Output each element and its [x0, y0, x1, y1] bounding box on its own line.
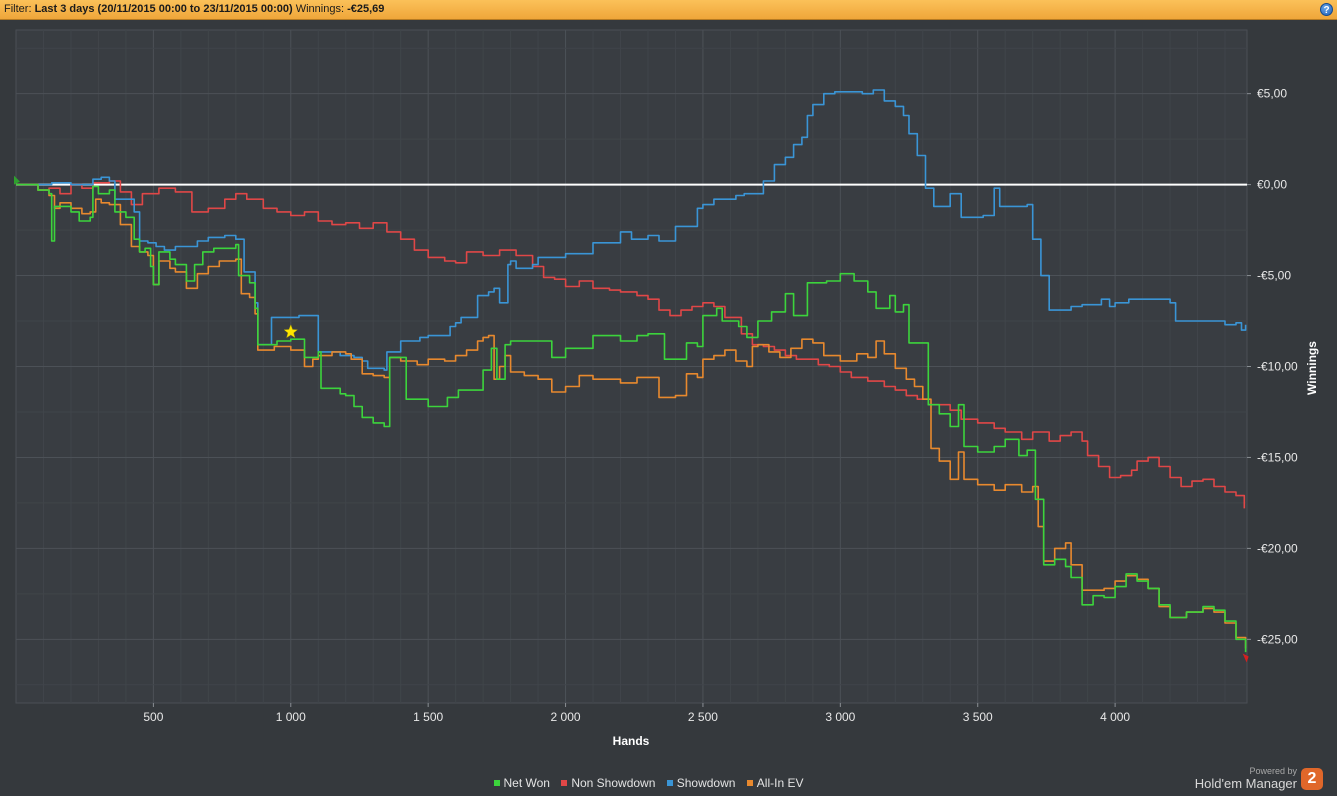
- legend-swatch-all-in-ev: [746, 779, 753, 786]
- legend-item-all-in-ev[interactable]: All-In EV: [746, 776, 804, 790]
- hm2-logo-icon: 2: [1301, 768, 1323, 790]
- chart-markers: [14, 175, 1249, 663]
- x-tick-label: 2 000: [551, 710, 581, 724]
- series-line-showdown: [16, 89, 1247, 371]
- y-tick-label: -€15,00: [1257, 450, 1298, 464]
- y-tick-label: -€10,00: [1257, 360, 1298, 374]
- winnings-graph: 500 1 000 1 500 2 000 2 500 3 000 3 500 4 000 €…: [14, 29, 1319, 748]
- legend-swatch-net-won: [493, 779, 500, 786]
- x-tick-label: 2 500: [688, 710, 718, 724]
- x-tick-label: 1 500: [413, 710, 443, 724]
- x-tick-label: 1 000: [276, 710, 306, 724]
- filter-label: Filter:: [4, 3, 32, 15]
- legend-swatch-showdown: [666, 779, 673, 786]
- x-tick-label: 500: [143, 710, 163, 724]
- y-axis-title: Winnings: [1305, 341, 1319, 395]
- x-tick-label: 3 000: [825, 710, 855, 724]
- x-tick-label: 4 000: [1100, 710, 1130, 724]
- legend-label-non-showdown: Non Showdown: [571, 776, 656, 790]
- series-line-non-showdown: [16, 180, 1246, 509]
- legend-item-net-won[interactable]: Net Won: [493, 776, 550, 790]
- winnings-label: Winnings:: [295, 3, 344, 15]
- x-axis-ticks: 500 1 000 1 500 2 000 2 500 3 000 3 500 4 000: [143, 703, 1130, 724]
- legend-label-all-in-ev: All-In EV: [756, 776, 804, 790]
- x-tick-label: 3 500: [963, 710, 993, 724]
- series-line-all-in-ev: [16, 183, 1247, 649]
- series-lines: [16, 89, 1247, 653]
- filter-range: Last 3 days (20/11/2015 00:00 to 23/11/2…: [34, 3, 293, 15]
- y-tick-label: €5,00: [1257, 87, 1287, 101]
- y-tick-label: -€20,00: [1257, 541, 1298, 555]
- brand-name: Hold'em Manager: [1194, 776, 1297, 791]
- y-axis-ticks: €5,00 €0,00 -€5,00 -€10,00 -€15,00 -€20,00 -€2…: [1247, 87, 1298, 646]
- powered-by: Powered by Hold'em Manager: [1195, 766, 1297, 792]
- star-marker-icon: [283, 324, 299, 339]
- legend-item-showdown[interactable]: Showdown: [666, 776, 736, 790]
- legend-swatch-non-showdown: [561, 779, 568, 786]
- end-marker-icon: [1242, 653, 1249, 663]
- series-line-net-won: [16, 183, 1247, 653]
- filter-bar: Filter: Last 3 days (20/11/2015 00:00 to…: [0, 0, 1337, 20]
- chart-grid: [15, 29, 1248, 704]
- x-axis-title: Hands: [613, 734, 650, 748]
- legend: Net Won Non Showdown Showdown All-In EV: [0, 776, 1297, 790]
- start-marker-icon: [14, 175, 20, 185]
- winnings-value: -€25,69: [347, 3, 385, 15]
- y-tick-label: €0,00: [1257, 178, 1287, 192]
- powered-by-text: Powered by: [1249, 766, 1297, 776]
- legend-item-non-showdown[interactable]: Non Showdown: [561, 776, 655, 790]
- legend-label-showdown: Showdown: [676, 776, 736, 790]
- legend-label-net-won: Net Won: [503, 776, 550, 790]
- help-icon[interactable]: ?: [1320, 3, 1333, 16]
- y-tick-label: -€5,00: [1257, 269, 1291, 283]
- y-tick-label: -€25,00: [1257, 632, 1298, 646]
